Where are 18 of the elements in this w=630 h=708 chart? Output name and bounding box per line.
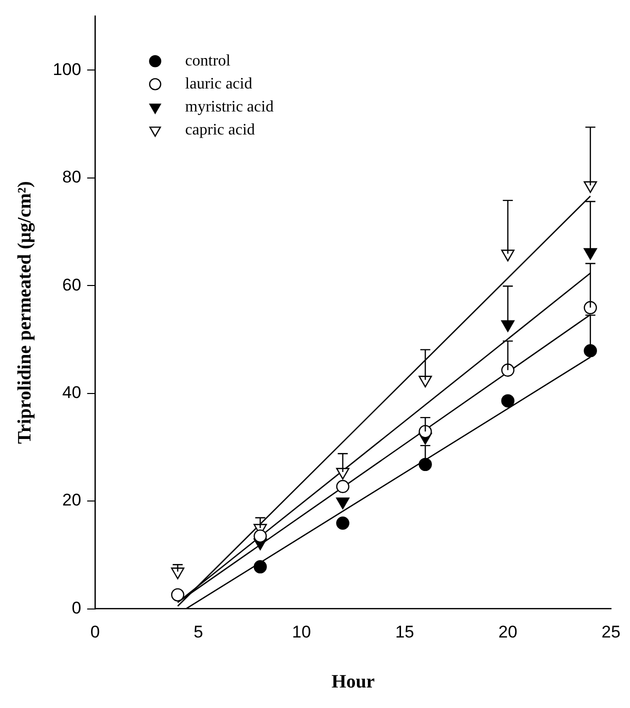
y-tick-label: 80 <box>62 168 82 187</box>
y-tick-label: 0 <box>72 598 82 618</box>
x-axis-title: Hour <box>331 672 376 693</box>
x-tick-label: 5 <box>194 622 204 642</box>
x-tick-label: 15 <box>395 622 414 642</box>
x-tick-label: 25 <box>602 622 620 642</box>
y-axis-title: Triprolidine permeated (μg/cm²) <box>14 181 36 444</box>
legend-label: lauric acid <box>185 75 252 92</box>
legend-label: myristric acid <box>185 98 274 116</box>
y-tick-label: 100 <box>52 60 82 79</box>
legend-label: capric acid <box>185 121 255 138</box>
y-tick-label: 20 <box>62 490 82 510</box>
x-tick-label: 0 <box>90 622 100 642</box>
legend-label: control <box>185 52 232 70</box>
y-tick-label: 40 <box>62 382 82 402</box>
x-tick-label: 20 <box>498 622 518 642</box>
x-tick-label: 10 <box>292 622 311 642</box>
y-tick-label: 60 <box>62 275 82 294</box>
